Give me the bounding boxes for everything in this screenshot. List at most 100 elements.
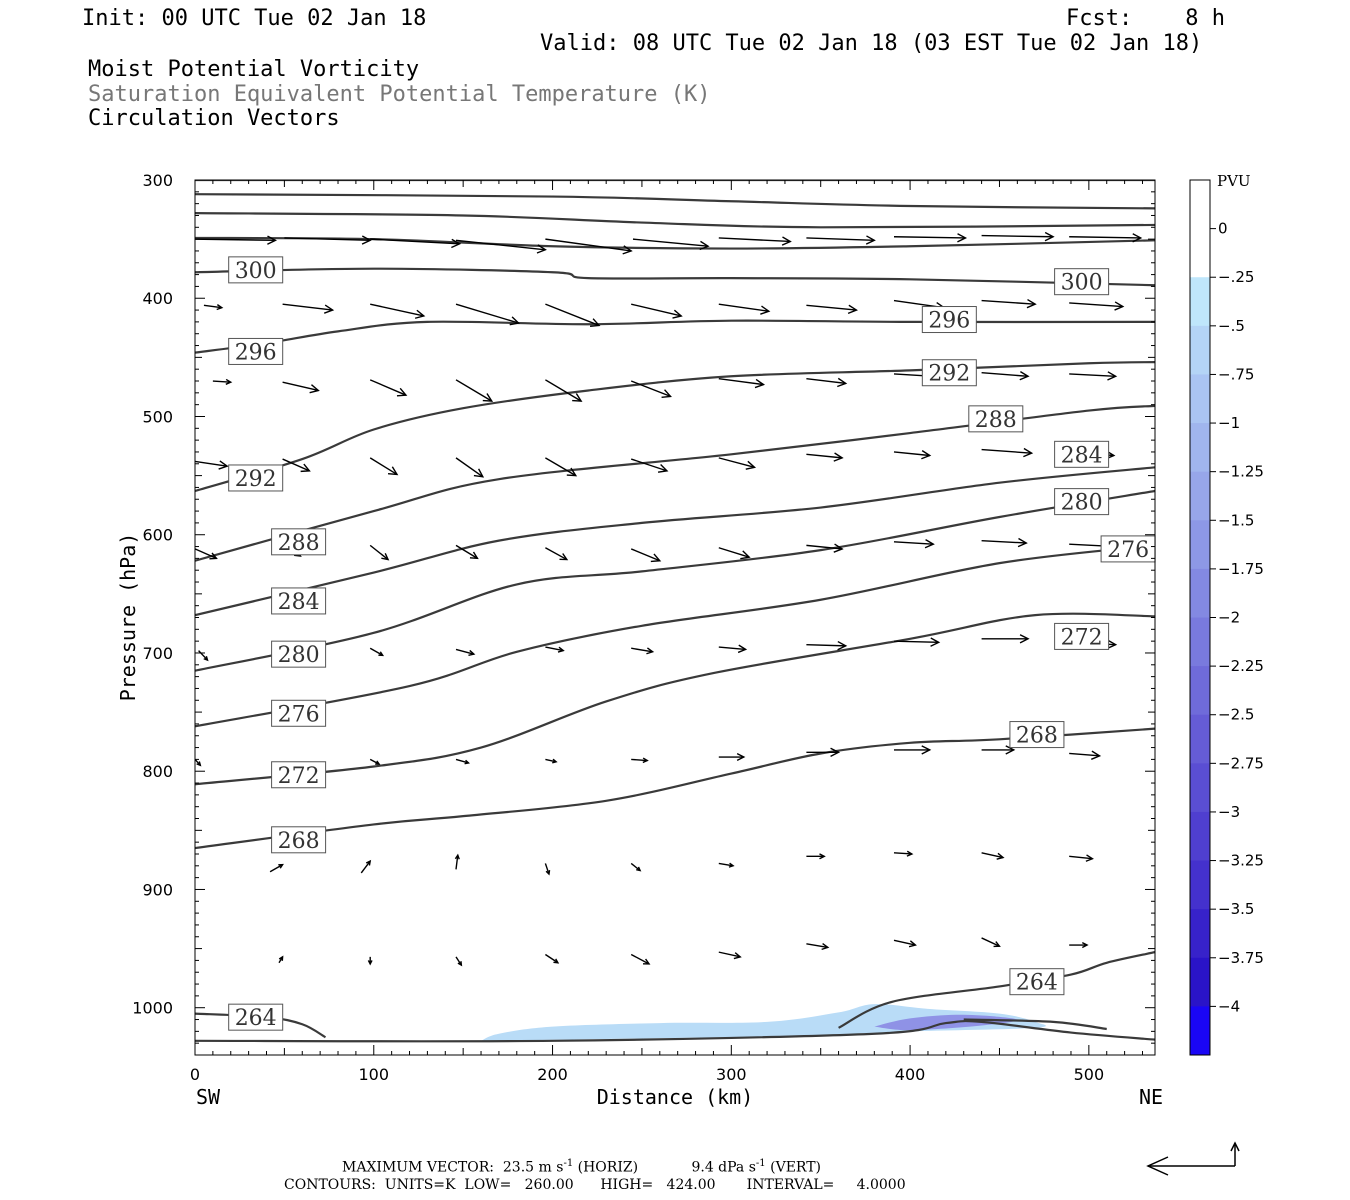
colorbar-swatch bbox=[1190, 228, 1210, 278]
circulation-vector bbox=[806, 377, 848, 388]
circulation-vector bbox=[806, 640, 848, 651]
circulation-vector bbox=[545, 379, 583, 402]
colorbar-label: −3.75 bbox=[1218, 949, 1264, 967]
circulation-vector bbox=[1069, 371, 1118, 381]
contour-label: 264 bbox=[1009, 968, 1065, 996]
contour-label-text: 264 bbox=[235, 1006, 277, 1031]
colorbar-swatch bbox=[1190, 811, 1210, 862]
contour-label: 272 bbox=[271, 761, 327, 789]
y-tick-label: 700 bbox=[142, 644, 173, 663]
circulation-vector bbox=[545, 646, 565, 653]
circulation-vector bbox=[981, 745, 1016, 755]
max-vector-label: MAXIMUM VECTOR: bbox=[342, 1159, 494, 1176]
x-axis-title: Distance (km) bbox=[597, 1085, 754, 1109]
circulation-vector bbox=[718, 644, 748, 654]
circulation-vector bbox=[282, 381, 320, 394]
colorbar-label: −1.25 bbox=[1218, 463, 1264, 481]
x-tick-labels: 0 100 200 300 400 500 bbox=[190, 1065, 1104, 1084]
circulation-vector bbox=[545, 457, 578, 477]
contour-label-text: 300 bbox=[235, 259, 277, 284]
horiz-exponent: -1 bbox=[563, 1158, 574, 1169]
contour-label-text: 296 bbox=[235, 340, 277, 365]
circulation-vector bbox=[630, 458, 669, 473]
contours-info: CONTOURS: UNITS=K LOW= 260.00 HIGH= 424.… bbox=[284, 1177, 906, 1193]
axis-ticks bbox=[194, 179, 1155, 1056]
colorbar-swatch bbox=[1190, 957, 1210, 1007]
y-axis-title: Pressure (hPa) bbox=[116, 533, 140, 702]
forecast-hour: Fcst: 8 h bbox=[1066, 6, 1225, 31]
y-tick-label: 800 bbox=[142, 762, 173, 781]
colorbar: 0 −.25 −.5 −.75 −1 −1.25 −1.5 −1.75 −2 −2.25 −2.5 −… bbox=[1189, 179, 1264, 1056]
contour-label-text: 268 bbox=[278, 829, 320, 854]
contour-label-text: 288 bbox=[278, 531, 320, 556]
colorbar-label: −3.5 bbox=[1218, 900, 1254, 918]
contour-label: 268 bbox=[271, 826, 327, 854]
circulation-vector bbox=[981, 852, 1005, 860]
circulation-vector bbox=[806, 942, 830, 951]
y-tick-label: 300 bbox=[142, 171, 173, 190]
circulation-vector bbox=[282, 303, 335, 314]
theta-contour-line bbox=[195, 236, 1155, 250]
colorbar-swatch bbox=[1190, 374, 1210, 424]
contour-label-text: 280 bbox=[278, 643, 320, 668]
theta-contour-line bbox=[195, 1019, 1155, 1043]
circulation-vector bbox=[269, 863, 284, 873]
colorbar-swatch bbox=[1190, 423, 1210, 473]
contour-label: 268 bbox=[1009, 721, 1065, 749]
colorbar-label: −4 bbox=[1218, 997, 1240, 1015]
circulation-vector bbox=[454, 853, 460, 870]
circulation-vector bbox=[1069, 854, 1094, 862]
circulation-vector bbox=[369, 379, 408, 397]
circulation-vector bbox=[806, 543, 844, 553]
contour-label: 264 bbox=[228, 1003, 284, 1031]
circulation-vector bbox=[893, 939, 917, 948]
circulation-vector bbox=[195, 548, 218, 560]
contour-label: 292 bbox=[228, 464, 284, 492]
circulation-vector bbox=[195, 460, 229, 470]
theta-contour-line bbox=[195, 404, 1155, 562]
contour-label-text: 272 bbox=[1061, 625, 1103, 650]
circulation-vector bbox=[203, 304, 224, 311]
theta-contours bbox=[195, 180, 1155, 1043]
circulation-vector bbox=[893, 233, 968, 243]
circulation-vector bbox=[630, 862, 642, 872]
circulation-vector bbox=[806, 747, 841, 758]
circulation-vector bbox=[455, 457, 485, 478]
circulation-vector bbox=[630, 548, 662, 563]
reference-vector-icon bbox=[1146, 1141, 1240, 1176]
vert-max-value: 9.4 dPa s bbox=[691, 1159, 756, 1176]
circulation-vector bbox=[631, 647, 655, 655]
y-tick-label: 400 bbox=[142, 289, 173, 308]
colorbar-title: PVU bbox=[1217, 172, 1251, 190]
circulation-vector bbox=[718, 303, 771, 315]
x-tick-label: 0 bbox=[190, 1065, 200, 1084]
contour-label: 288 bbox=[271, 528, 327, 556]
pv-region-outer bbox=[481, 1004, 1046, 1041]
x-tick-label: 200 bbox=[537, 1065, 568, 1084]
colorbar-swatch bbox=[1190, 617, 1210, 667]
contour-label: 300 bbox=[228, 256, 284, 284]
circulation-vector bbox=[195, 758, 202, 767]
circulation-vector bbox=[369, 544, 390, 561]
circulation-vectors bbox=[195, 231, 1143, 967]
circulation-vector bbox=[369, 758, 381, 765]
pv-shading bbox=[481, 1004, 1046, 1041]
circulation-vector bbox=[455, 956, 463, 967]
contour-label: 288 bbox=[968, 405, 1024, 433]
horiz-unit: (HORIZ) bbox=[577, 1159, 639, 1176]
contour-label: 280 bbox=[271, 640, 327, 668]
circulation-vector bbox=[631, 303, 683, 319]
circulation-vector bbox=[195, 235, 277, 245]
circulation-vector bbox=[893, 637, 941, 647]
circulation-vector bbox=[718, 547, 751, 560]
colorbar-swatch bbox=[1190, 1006, 1210, 1056]
contour-label-text: 280 bbox=[1061, 491, 1103, 516]
circulation-vector bbox=[282, 458, 311, 473]
circulation-vector bbox=[893, 450, 932, 460]
x-tick-label: 300 bbox=[716, 1065, 747, 1084]
colorbar-label: −1.5 bbox=[1218, 511, 1254, 529]
circulation-vector bbox=[284, 235, 372, 245]
circulation-vector bbox=[718, 377, 766, 389]
x-tick-label: 500 bbox=[1074, 1065, 1105, 1084]
circulation-vector bbox=[455, 239, 547, 254]
